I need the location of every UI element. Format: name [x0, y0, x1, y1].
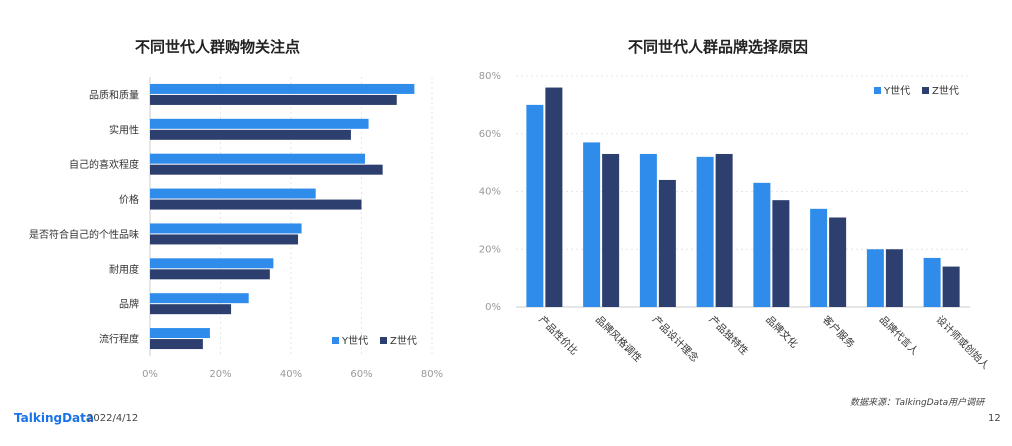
right-legend-label: Z世代 — [932, 85, 959, 97]
right-category-label: 客户服务 — [820, 313, 857, 350]
right-bar — [753, 182, 771, 307]
left-x-tick-label: 20% — [209, 369, 231, 380]
left-bar — [150, 94, 397, 105]
left-x-tick-label: 40% — [280, 369, 302, 380]
right-y-tick-label: 60% — [479, 129, 501, 140]
right-y-tick-label: 80% — [479, 71, 501, 82]
left-bar — [150, 153, 366, 164]
left-category-label: 流行程度 — [99, 333, 139, 346]
right-y-tick-label: 20% — [479, 244, 501, 255]
left-category-label: 是否符合自己的个性品味 — [29, 228, 139, 241]
right-bar — [583, 142, 601, 307]
left-bar — [150, 118, 369, 129]
right-bar — [942, 266, 960, 307]
left-legend-label: Y世代 — [341, 335, 368, 347]
right-bar — [923, 257, 941, 307]
right-y-tick-label: 40% — [479, 187, 501, 198]
left-category-label: 自己的喜欢程度 — [69, 158, 139, 171]
left-legend-label: Z世代 — [390, 335, 417, 347]
left-category-label: 耐用度 — [109, 263, 139, 276]
right-bar — [772, 200, 790, 307]
right-category-label: 品牌风格调性 — [593, 313, 645, 365]
left-bar — [150, 269, 270, 280]
data-source-note: 数据来源：TalkingData用户调研 — [850, 398, 985, 408]
right-legend-swatch — [922, 87, 929, 94]
right-legend-label: Y世代 — [883, 85, 910, 97]
right-bar — [545, 87, 563, 307]
right-bar — [715, 153, 733, 307]
left-category-label: 价格 — [119, 193, 139, 206]
right-bar — [829, 217, 847, 307]
left-legend-swatch — [332, 337, 339, 344]
left-bar — [150, 304, 232, 315]
right-chart-title: 不同世代人群品牌选择原因 — [628, 38, 809, 56]
left-category-label: 实用性 — [109, 123, 139, 136]
left-bar — [150, 223, 302, 234]
left-x-tick-label: 0% — [142, 369, 158, 380]
left-bar — [150, 199, 362, 210]
left-bar — [150, 258, 274, 269]
right-category-label: 产品设计理念 — [650, 313, 702, 365]
left-x-tick-label: 60% — [350, 369, 372, 380]
left-bar — [150, 293, 249, 304]
right-bar — [696, 156, 714, 307]
right-legend-swatch — [874, 87, 881, 94]
left-bar — [150, 164, 383, 175]
right-bar — [866, 249, 884, 307]
right-bar — [810, 208, 828, 307]
right-category-label: 产品独特性 — [707, 313, 752, 358]
right-bar — [602, 153, 620, 307]
right-bar — [658, 179, 676, 307]
left-bar — [150, 328, 210, 339]
left-bar — [150, 339, 203, 350]
right-y-tick-label: 0% — [485, 302, 501, 313]
talkingdata-logo: TalkingData — [14, 411, 94, 425]
right-category-label: 产品性价比 — [536, 313, 581, 358]
left-bar — [150, 83, 415, 94]
page-number: 12 — [988, 413, 1001, 424]
right-category-label: 设计师或创始人 — [934, 313, 993, 372]
left-chart-title: 不同世代人群购物关注点 — [135, 38, 301, 56]
left-bar — [150, 188, 316, 199]
right-bar — [526, 104, 544, 307]
right-bar — [885, 249, 903, 307]
right-category-label: 品牌代言人 — [877, 313, 922, 358]
right-bar — [639, 153, 657, 307]
left-category-label: 品牌 — [119, 298, 139, 311]
right-category-label: 品牌文化 — [763, 313, 800, 350]
left-bar — [150, 129, 351, 140]
left-bar — [150, 234, 299, 245]
footer-date: 2022/4/12 — [87, 413, 139, 424]
left-category-label: 品质和质量 — [89, 89, 139, 101]
left-legend-swatch — [380, 337, 387, 344]
left-x-tick-label: 80% — [421, 369, 443, 380]
